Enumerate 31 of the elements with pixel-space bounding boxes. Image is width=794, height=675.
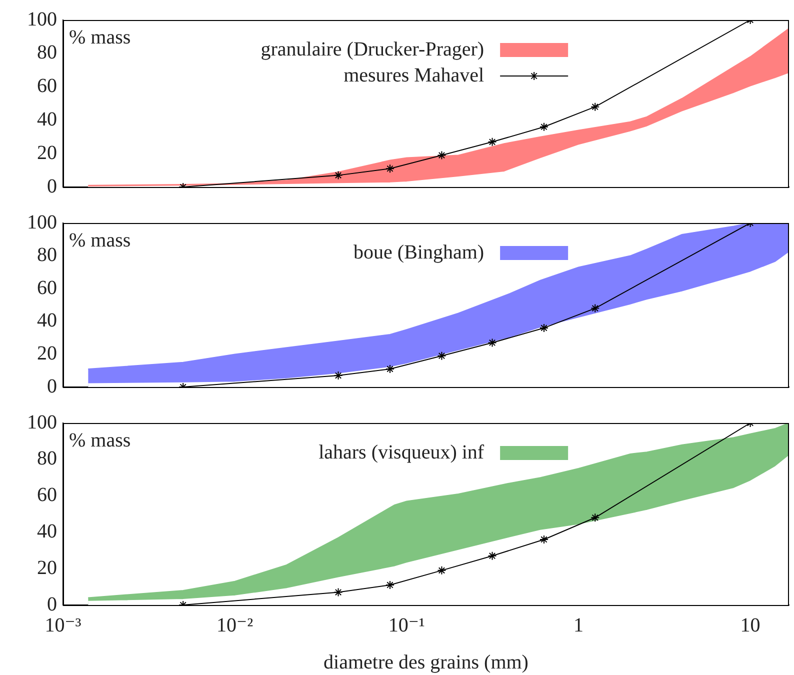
y-tick-label: 0 [47, 175, 57, 198]
x-tick-label: 10⁻² [216, 614, 254, 636]
y-axis-title: % mass [69, 26, 131, 48]
y-tick-label: 20 [37, 556, 57, 579]
y-tick-label: 80 [37, 244, 57, 266]
y-tick-label: 0 [47, 375, 57, 398]
y-tick-label: 60 [37, 276, 57, 299]
y-tick-label: 20 [37, 342, 57, 364]
y-tick-label: 80 [37, 42, 57, 64]
x-tick-label: 10⁻¹ [388, 614, 425, 636]
x-axis-title: diametre des grains (mm) [324, 651, 528, 674]
legend-label: mesures Mahavel [344, 64, 485, 86]
y-tick-label: 100 [27, 411, 57, 434]
y-axis-title: % mass [69, 229, 131, 252]
legend-label: boue (Bingham) [354, 241, 484, 264]
y-tick-label: 80 [37, 448, 57, 470]
x-tick-label: 1 [573, 614, 584, 636]
x-tick-label: 10⁻³ [44, 614, 82, 636]
y-tick-label: 20 [37, 142, 57, 164]
y-tick-label: 60 [37, 75, 57, 98]
x-tick-label: 10 [740, 614, 760, 636]
y-tick-label: 40 [37, 520, 57, 542]
y-tick-label: 0 [47, 593, 57, 616]
legend-label: granulaire (Drucker-Prager) [260, 38, 484, 60]
y-axis-title: % mass [69, 429, 131, 452]
y-tick-label: 40 [37, 310, 57, 332]
y-tick-label: 100 [27, 8, 57, 30]
y-tick-label: 100 [27, 211, 57, 234]
legend-label: lahars (visqueux) inf [318, 441, 484, 464]
y-tick-label: 40 [37, 108, 57, 130]
y-tick-label: 60 [37, 484, 57, 506]
